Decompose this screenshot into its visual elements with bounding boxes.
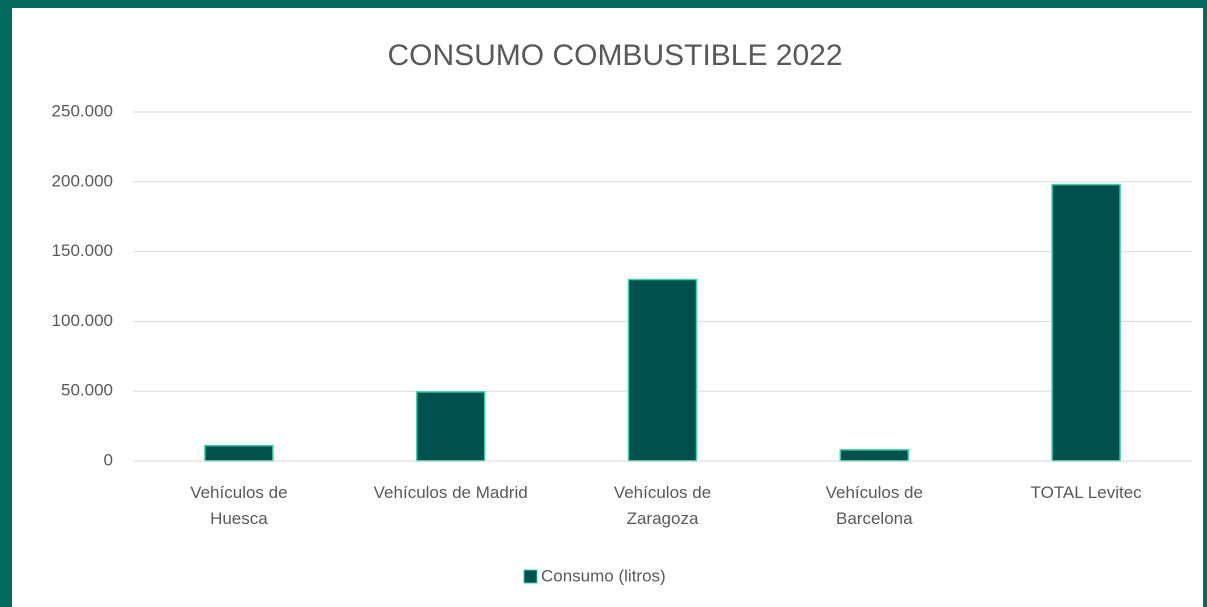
x-tick-label: Vehículos de Huesca xyxy=(190,483,288,528)
x-tick-label: Vehículos de Madrid xyxy=(373,483,528,502)
y-tick-label: 200.000 xyxy=(52,171,113,190)
legend-swatch xyxy=(523,569,538,584)
chart-title: CONSUMO COMBUSTIBLE 2022 xyxy=(387,39,842,72)
legend-label: Consumo (litros) xyxy=(541,566,666,585)
bar xyxy=(1051,183,1121,462)
y-tick-label: 250.000 xyxy=(52,101,113,120)
y-tick-label: 50.000 xyxy=(61,381,113,400)
bar xyxy=(204,444,274,462)
bar xyxy=(839,449,910,462)
x-tick-label: Vehículos de Zaragoza xyxy=(613,483,712,528)
bar xyxy=(627,278,698,462)
x-tick-label: TOTAL Levitec xyxy=(1030,483,1142,502)
y-tick-label: 0 xyxy=(104,450,113,469)
y-tick-label: 100.000 xyxy=(52,311,113,330)
x-tick-label: Vehículos de Barcelona xyxy=(825,483,923,528)
bar xyxy=(415,391,486,462)
y-tick-label: 150.000 xyxy=(52,241,113,260)
